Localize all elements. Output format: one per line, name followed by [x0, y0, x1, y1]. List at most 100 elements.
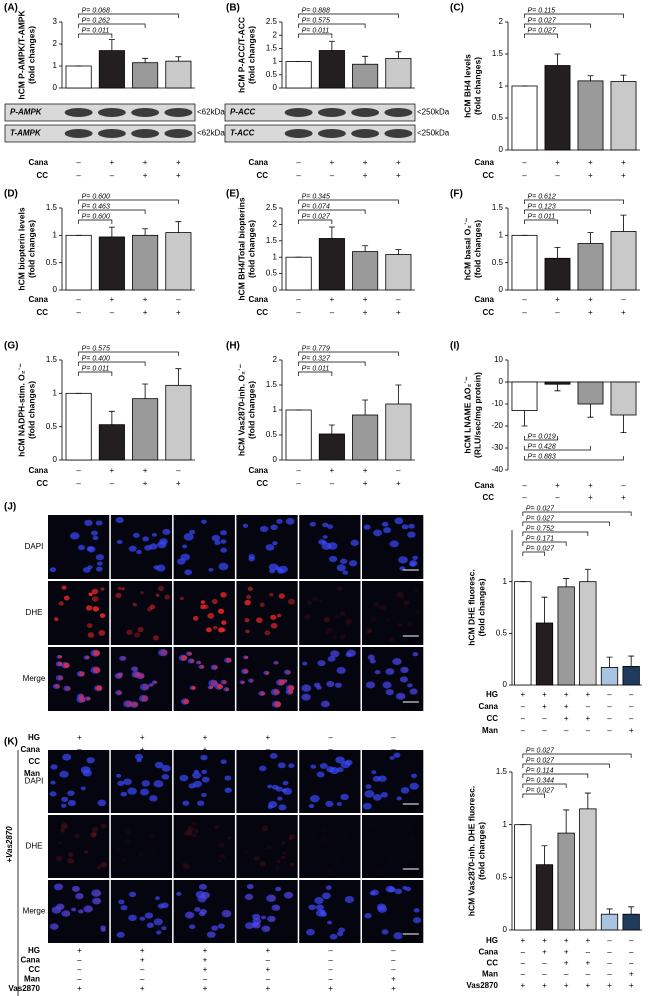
condition-sign: +	[564, 702, 569, 711]
condition-sign: +	[621, 493, 626, 502]
condition-sign: –	[328, 975, 333, 984]
condition-name: Cana	[28, 295, 48, 304]
bar	[385, 58, 412, 89]
dhe-signal	[116, 848, 122, 853]
condition-sign: +	[588, 295, 593, 304]
p-value: P= 0.575	[302, 17, 330, 24]
dhe-signal	[345, 618, 353, 625]
condition-sign: –	[110, 479, 115, 488]
y-tick-label: 0	[273, 285, 278, 294]
dhe-signal	[218, 842, 225, 848]
condition-sign: –	[110, 171, 115, 180]
dhe-signal	[197, 661, 202, 665]
condition-sign: –	[396, 295, 401, 304]
nucleus	[374, 670, 381, 675]
nucleus	[363, 524, 371, 530]
dhe-signal	[411, 854, 416, 858]
y-tick-label: -30	[491, 443, 503, 452]
condition-sign: –	[521, 959, 526, 968]
p-value: P= 0.027	[526, 757, 555, 764]
nucleus	[91, 889, 102, 897]
dhe-signal	[127, 853, 131, 856]
condition-sign: +	[585, 690, 590, 699]
bar	[535, 864, 554, 931]
error-bar	[521, 410, 528, 427]
significance-bracket	[522, 551, 545, 556]
nucleus	[141, 780, 151, 787]
condition-sign: +	[110, 466, 115, 475]
error-bar	[395, 384, 402, 404]
dhe-signal	[324, 618, 330, 623]
bar	[165, 232, 192, 291]
condition-name: HG	[28, 946, 40, 955]
dhe-signal	[322, 828, 328, 833]
nucleus	[245, 922, 255, 929]
p-value: P= 0.345	[302, 193, 330, 200]
dhe-signal	[58, 601, 64, 606]
dhe-signal	[218, 859, 222, 863]
dhe-signal	[74, 833, 80, 839]
panel-label: (K)	[4, 737, 18, 748]
nucleus	[95, 554, 105, 561]
dhe-signal	[201, 884, 207, 890]
nucleus	[49, 923, 59, 930]
condition-sign: +	[143, 171, 148, 180]
condition-sign: –	[629, 936, 634, 945]
nucleus	[398, 556, 408, 564]
nucleus	[183, 533, 194, 541]
nucleus	[382, 681, 392, 689]
nucleus	[201, 519, 207, 524]
condition-sign: +	[176, 308, 181, 317]
p-value: P= 0.752	[526, 525, 554, 532]
dhe-signal	[190, 924, 196, 929]
dhe-signal	[328, 886, 332, 890]
error-bar	[328, 424, 335, 434]
y-tick-label: 1	[273, 405, 278, 414]
condition-sign: –	[629, 959, 634, 968]
condition-name: CC	[256, 479, 268, 488]
nucleus	[192, 772, 202, 779]
condition-sign: –	[76, 308, 81, 317]
nucleus	[53, 883, 64, 891]
bar	[98, 424, 125, 461]
dhe-signal	[131, 915, 137, 920]
condition-name: Cana	[248, 158, 268, 167]
dhe-signal	[288, 598, 296, 605]
condition-sign: –	[296, 308, 301, 317]
condition-name: Man	[482, 726, 498, 735]
blot-name: T-ACC	[230, 129, 255, 138]
row-label: Merge	[23, 907, 46, 916]
dhe-signal	[373, 602, 380, 608]
dhe-signal	[61, 585, 67, 590]
nucleus	[128, 891, 137, 898]
nucleus	[301, 684, 312, 692]
dhe-signal	[148, 923, 154, 928]
nucleus	[258, 765, 267, 772]
bar	[511, 234, 538, 291]
panel-label: (G)	[4, 341, 18, 352]
nucleus	[114, 672, 123, 679]
condition-sign: +	[265, 984, 270, 993]
nucleus	[220, 539, 227, 544]
dhe-signal	[189, 658, 195, 663]
condition-sign: –	[77, 965, 82, 974]
y-tick-label: 1	[273, 252, 278, 261]
condition-name: CC	[486, 714, 498, 723]
condition-sign: –	[522, 171, 527, 180]
side-label: +Vas2870	[5, 826, 14, 863]
nucleus	[154, 896, 160, 901]
nucleus	[194, 907, 201, 912]
dhe-signal	[332, 650, 340, 657]
error-bar	[554, 246, 561, 259]
dhe-signal	[96, 685, 103, 691]
condition-sign: –	[328, 956, 333, 965]
dhe-signal	[303, 662, 308, 666]
dhe-signal	[369, 655, 375, 660]
dhe-signal	[125, 700, 133, 707]
condition-name: CC	[36, 171, 48, 180]
dhe-signal	[199, 896, 207, 902]
panel-label: (C)	[450, 3, 464, 14]
dhe-signal	[366, 914, 371, 918]
significance-bracket	[298, 199, 399, 204]
y-tick-label: 0.5	[496, 872, 508, 881]
